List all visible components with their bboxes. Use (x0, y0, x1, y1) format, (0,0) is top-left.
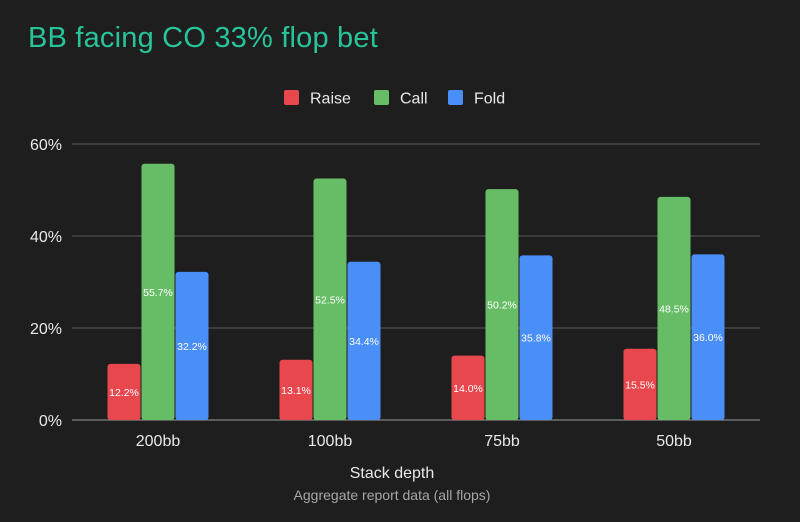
bar-value-label: 13.1% (281, 385, 311, 397)
bar-raise-50bb (623, 348, 657, 420)
legend: Raise Call Fold (284, 90, 505, 108)
y-axis-ticks: 0% 20% 40% 60% (30, 137, 62, 430)
bar-value-label: 35.8% (521, 333, 551, 345)
legend-label-raise: Raise (310, 91, 351, 108)
bar-value-label: 48.5% (659, 303, 689, 315)
legend-swatch-fold (448, 90, 463, 105)
x-category-label: 75bb (484, 433, 520, 450)
bar-value-label: 50.2% (487, 300, 517, 312)
x-axis-title: Stack depth (350, 465, 435, 482)
x-category-label: 100bb (308, 433, 353, 450)
chart-subtitle: Aggregate report data (all flops) (294, 487, 491, 503)
bar-fold-100bb (347, 261, 381, 420)
bar-call-50bb (657, 196, 691, 420)
y-tick-label: 0% (39, 413, 62, 430)
bar-fold-200bb (175, 271, 209, 420)
legend-swatch-call (374, 90, 389, 105)
bar-call-200bb (141, 163, 175, 420)
bar-raise-200bb (107, 363, 141, 420)
bar-raise-100bb (279, 359, 313, 420)
bars (107, 163, 725, 420)
y-tick-label: 40% (30, 229, 62, 246)
x-category-label: 200bb (136, 433, 181, 450)
bar-value-label: 55.7% (143, 287, 173, 299)
legend-label-fold: Fold (474, 91, 505, 108)
x-axis-categories: 200bb 100bb 75bb 50bb (136, 433, 692, 450)
bar-value-label: 15.5% (625, 379, 655, 391)
bar-call-100bb (313, 178, 347, 420)
bar-value-label: 32.2% (177, 341, 207, 353)
bar-value-label: 14.0% (453, 383, 483, 395)
bar-fold-75bb (519, 255, 553, 420)
bar-call-75bb (485, 189, 519, 420)
chart-title: BB facing CO 33% flop bet (28, 22, 378, 54)
bar-value-label: 34.4% (349, 336, 379, 348)
bar-labels: 12.2% 55.7% 32.2% 13.1% 52.5% 34.4% 14.0% 50.2%… (109, 287, 723, 399)
x-category-label: 50bb (656, 433, 692, 450)
bar-fold-50bb (691, 254, 725, 420)
legend-swatch-raise (284, 90, 299, 105)
grid-lines (72, 143, 760, 421)
y-tick-label: 60% (30, 137, 62, 154)
bar-value-label: 12.2% (109, 387, 139, 399)
bar-value-label: 36.0% (693, 332, 723, 344)
y-tick-label: 20% (30, 321, 62, 338)
bar-value-label: 52.5% (315, 294, 345, 306)
legend-label-call: Call (400, 91, 428, 108)
bar-raise-75bb (451, 355, 485, 420)
